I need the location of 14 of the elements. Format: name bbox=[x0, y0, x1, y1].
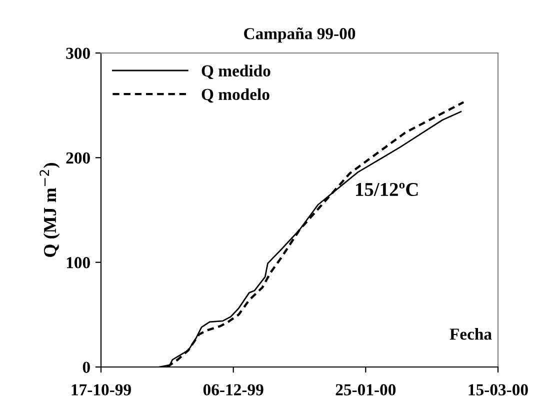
y-tick-label: 0 bbox=[82, 362, 90, 373]
y-tick-label: 100 bbox=[66, 257, 90, 268]
x-tick-label: 06-12-99 bbox=[203, 384, 264, 396]
legend-label: Q medido bbox=[202, 64, 270, 80]
x-tick-label: 15-03-00 bbox=[468, 384, 528, 396]
y-tick-label: 300 bbox=[66, 48, 90, 59]
y-axis-title: Q (MJ m$^{−2}$) bbox=[40, 163, 60, 257]
chart-title: Campaña 99-00 bbox=[244, 28, 356, 43]
y-tick-label: 200 bbox=[66, 152, 90, 164]
legend-label: Q modelo bbox=[202, 88, 270, 103]
x-tick-label: 17-10-99 bbox=[72, 384, 131, 396]
x-tick-label: 25-01-00 bbox=[336, 384, 396, 396]
x-axis-title: Fecha bbox=[450, 328, 492, 340]
annotation: 15/12ºC bbox=[356, 182, 418, 196]
